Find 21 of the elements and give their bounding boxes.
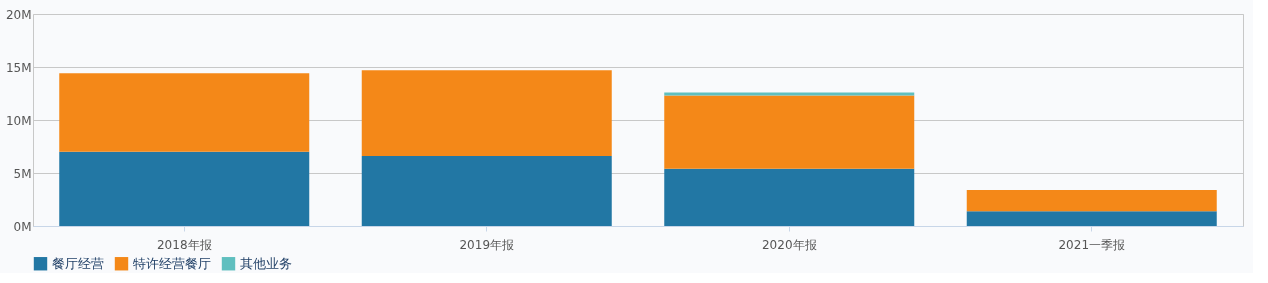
bar	[664, 92, 915, 96]
y-tick-label: 0M	[13, 219, 32, 234]
y-tick-label: 5M	[13, 166, 32, 181]
bar	[966, 189, 1217, 212]
y-tick-label: 10M	[5, 113, 32, 128]
bar	[59, 151, 310, 226]
bar	[664, 168, 915, 226]
y-tick-label: 15M	[5, 60, 32, 75]
bar	[361, 156, 612, 226]
legend-label: 特许经营餐厅	[133, 255, 211, 271]
bar	[361, 70, 612, 157]
bar	[59, 73, 310, 152]
x-tick-label: 2020年报	[761, 237, 817, 252]
x-tick-label: 2018年报	[156, 237, 212, 252]
x-tick-label: 2019年报	[459, 237, 515, 252]
legend-label: 其他业务	[240, 255, 292, 271]
y-tick-label: 20M	[5, 7, 32, 22]
bar	[966, 211, 1217, 226]
x-tick-label: 2021一季报	[1058, 237, 1126, 252]
bar	[664, 95, 915, 169]
legend-label: 餐厅经营	[52, 255, 104, 271]
